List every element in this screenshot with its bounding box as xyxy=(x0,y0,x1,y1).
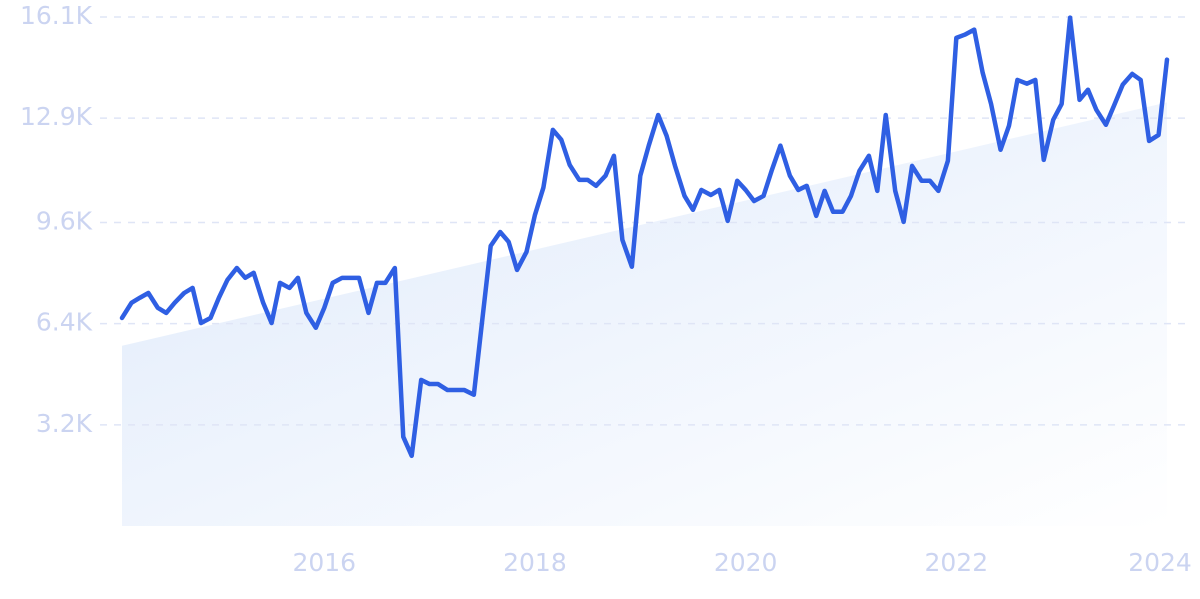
y-tick-label: 16.1K xyxy=(20,1,93,30)
x-tick-label: 2020 xyxy=(714,548,778,577)
x-tick-label: 2016 xyxy=(292,548,356,577)
line xyxy=(119,15,1170,459)
y-tick-label: 9.6K xyxy=(36,206,93,235)
y-tick-label: 3.2K xyxy=(36,409,93,438)
y-tick-label: 12.9K xyxy=(20,102,93,131)
x-tick-label: 2018 xyxy=(503,548,567,577)
x-tick-label: 2024 xyxy=(1128,548,1192,577)
y-tick-label: 6.4K xyxy=(36,308,93,337)
x-tick-label: 2022 xyxy=(925,548,989,577)
